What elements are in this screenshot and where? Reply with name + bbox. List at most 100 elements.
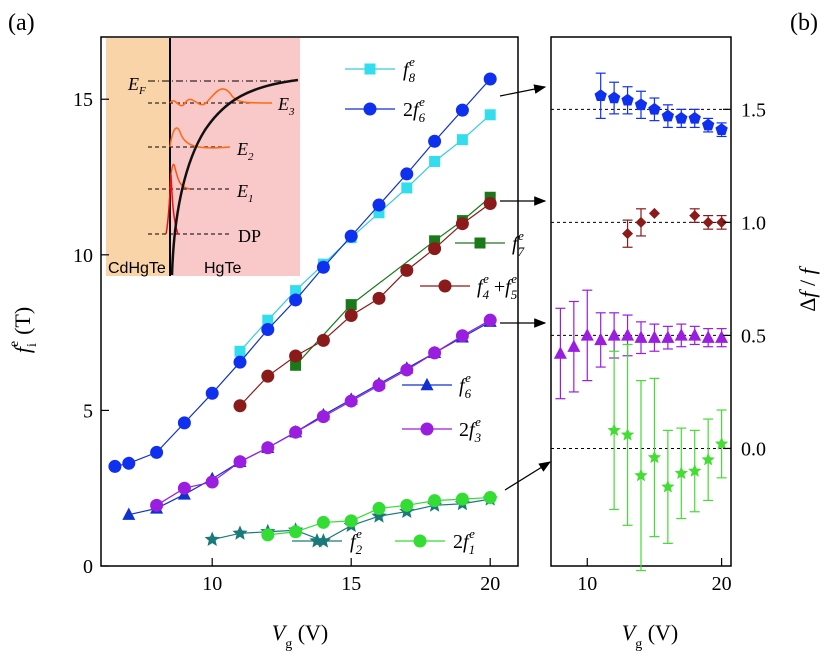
legend: f8e 2f6e f7e f4e +f5e f6e 2f3e f2e 2f1e bbox=[292, 54, 525, 557]
panel-b-ytick-label-0: 0.0 bbox=[741, 438, 766, 460]
legend-label-5: 2f3e bbox=[459, 414, 482, 445]
b-point-1-1 bbox=[635, 216, 647, 228]
legend-marker-3 bbox=[438, 279, 452, 293]
arrow-to-b-0p0 bbox=[504, 461, 552, 491]
data-point-5-10 bbox=[428, 346, 442, 360]
legend-marker-7 bbox=[413, 534, 427, 548]
b-point-2-10 bbox=[688, 328, 702, 341]
b-point-0-3 bbox=[634, 98, 648, 111]
panel-a-ytick-label-3: 15 bbox=[73, 89, 93, 111]
panel-b-xtick-label-1: 20 bbox=[712, 573, 732, 595]
data-point-5-8 bbox=[372, 379, 386, 393]
data-point-7-4 bbox=[372, 501, 386, 515]
data-point-1-5 bbox=[233, 355, 247, 369]
data-point-7-5 bbox=[400, 498, 414, 512]
data-point-1-11 bbox=[400, 167, 414, 181]
dp-wavefunction bbox=[165, 174, 179, 235]
data-point-5-6 bbox=[316, 410, 330, 424]
data-point-3-1 bbox=[261, 369, 275, 383]
legend-entry-4: f6e bbox=[402, 370, 472, 401]
legend-entry-7: 2f1e bbox=[395, 526, 475, 557]
data-point-1-14 bbox=[483, 72, 497, 86]
b-point-2-8 bbox=[661, 330, 675, 343]
panel-a-plot bbox=[108, 72, 498, 548]
panel-a-xtick-label-2: 20 bbox=[480, 573, 500, 595]
data-point-7-7 bbox=[455, 492, 469, 506]
data-point-7-1 bbox=[289, 525, 303, 539]
data-point-7-3 bbox=[344, 514, 358, 528]
data-point-5-2 bbox=[205, 475, 219, 489]
legend-label-1: 2f6e bbox=[403, 94, 426, 125]
b-point-2-1 bbox=[567, 339, 581, 352]
b-point-0-6 bbox=[675, 111, 688, 124]
panel-a-ytick-label-1: 5 bbox=[83, 400, 93, 422]
data-point-0-5 bbox=[373, 207, 385, 219]
b-point-3-8 bbox=[714, 436, 729, 450]
data-point-5-11 bbox=[455, 329, 469, 343]
legend-label-4: f6e bbox=[459, 370, 472, 401]
panel-label-a: (a) bbox=[8, 10, 35, 36]
hgte-label: HgTe bbox=[204, 260, 241, 277]
b-point-3-5 bbox=[674, 466, 688, 479]
data-point-1-12 bbox=[428, 134, 442, 148]
legend-marker-1 bbox=[363, 102, 377, 116]
legend-label-7: 2f1e bbox=[453, 526, 475, 557]
b-point-2-12 bbox=[715, 330, 729, 343]
data-point-3-4 bbox=[344, 309, 358, 323]
b-point-0-0 bbox=[594, 89, 607, 102]
data-point-5-9 bbox=[400, 363, 414, 377]
b-point-0-4 bbox=[648, 102, 661, 115]
b-point-3-1 bbox=[620, 427, 635, 441]
data-point-3-3 bbox=[316, 333, 330, 347]
dp-label: DP bbox=[238, 226, 261, 246]
data-point-1-3 bbox=[177, 416, 191, 430]
panel-a-xtick-label-0: 10 bbox=[202, 573, 222, 595]
b-point-1-3 bbox=[689, 210, 701, 222]
data-point-3-7 bbox=[428, 242, 442, 256]
data-point-6-1 bbox=[232, 525, 248, 540]
b-point-0-7 bbox=[688, 111, 701, 124]
panel-b-ytick-label-1: 0.5 bbox=[741, 325, 766, 347]
b-point-2-7 bbox=[647, 330, 661, 343]
data-point-3-6 bbox=[400, 263, 414, 277]
legend-marker-2 bbox=[474, 237, 486, 249]
data-point-1-7 bbox=[289, 293, 303, 307]
panel-a-x-axis-label: Vg (V) bbox=[272, 620, 329, 652]
panel-b-ytick-label-2: 1.0 bbox=[741, 212, 766, 234]
data-point-0-6 bbox=[401, 182, 413, 194]
data-point-0-2 bbox=[290, 285, 302, 297]
data-point-1-8 bbox=[316, 260, 330, 274]
b-point-1-0 bbox=[622, 228, 634, 240]
data-point-1-6 bbox=[261, 323, 275, 337]
data-point-6-6 bbox=[371, 508, 387, 523]
data-point-5-4 bbox=[261, 441, 275, 455]
data-point-5-3 bbox=[233, 455, 247, 469]
panel-a-ytick-label-0: 0 bbox=[83, 556, 93, 578]
b-point-1-4 bbox=[702, 216, 714, 228]
panel-b-xtick-label-0: 10 bbox=[577, 573, 597, 595]
b-point-0-5 bbox=[661, 109, 675, 122]
legend-marker-5 bbox=[420, 422, 434, 436]
data-point-0-1 bbox=[262, 314, 274, 326]
b-point-2-6 bbox=[634, 330, 648, 343]
legend-label-3: f4e +f5e bbox=[477, 271, 518, 302]
legend-marker-4 bbox=[420, 377, 434, 391]
b-point-0-2 bbox=[621, 93, 634, 106]
data-point-2-1 bbox=[345, 299, 357, 311]
data-point-5-5 bbox=[289, 425, 303, 439]
panel-a-ytick-label-2: 10 bbox=[73, 245, 93, 267]
cdhgte-region bbox=[106, 38, 170, 276]
svg-text:Vg (V): Vg (V) bbox=[622, 620, 679, 652]
b-point-2-0 bbox=[553, 346, 567, 359]
data-point-1-10 bbox=[372, 198, 386, 212]
band-bending-curve bbox=[170, 78, 299, 276]
hgte-region bbox=[170, 38, 300, 276]
data-point-5-12 bbox=[483, 313, 497, 327]
data-point-2-2 bbox=[429, 235, 441, 247]
data-point-3-9 bbox=[483, 196, 497, 210]
connector-arrows bbox=[499, 84, 552, 491]
e2-wavefunction bbox=[169, 127, 231, 149]
b-point-3-4 bbox=[661, 479, 675, 493]
data-point-0-0 bbox=[234, 345, 246, 357]
arrow-to-b-1p5 bbox=[499, 84, 547, 97]
